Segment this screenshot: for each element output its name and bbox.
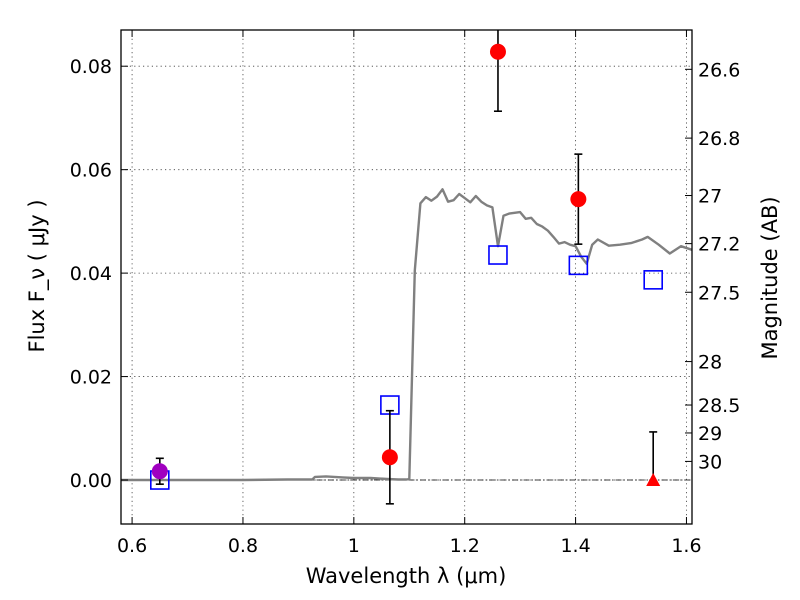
magnitude-tick-label: 28.5 (698, 395, 740, 417)
x-axis-label: Wavelength λ (μm) (306, 564, 507, 588)
magnitude-tick-label: 26.6 (698, 59, 740, 81)
model-band-square (568, 255, 589, 276)
observed-points-group (151, 43, 661, 487)
x-tick-label: 1.6 (671, 535, 701, 557)
x-axis-ticks: 0.6 0.8 1 1.2 1.4 1.6 (117, 30, 702, 557)
magnitude-tick-label: 27 (698, 186, 722, 208)
plot-frame (120, 29, 693, 525)
y-tick-label: 0.04 (70, 263, 112, 285)
upper-limit-triangle (646, 473, 661, 487)
x-tick-label: 1.2 (450, 535, 480, 557)
error-bars-group (155, 30, 658, 505)
x-tick-label: 1.4 (560, 535, 590, 557)
y-tick-label: 0.08 (70, 56, 112, 78)
y-axis-label: Flux F_ν ( μJy ) (25, 199, 50, 352)
magnitude-tick-label: 30 (698, 451, 722, 473)
magnitude-tick-label: 28 (698, 352, 722, 374)
magnitude-axis-ticks: 26.6 26.8 27 27.2 27.5 28 28.5 29 30 (685, 59, 740, 473)
model-band-square (643, 270, 663, 290)
y-tick-label: 0.06 (70, 160, 112, 182)
model-spectrum-group (121, 188, 693, 482)
observed-point (151, 463, 168, 480)
magnitude-tick-label: 26.8 (698, 128, 740, 150)
magnitude-tick-label: 29 (698, 423, 722, 445)
model-band-flux-group (150, 245, 663, 490)
magnitude-tick-label: 27.2 (698, 234, 740, 256)
observed-point (489, 43, 506, 60)
observed-point (381, 449, 398, 466)
x-tick-label: 1 (348, 535, 360, 557)
magnitude-axis-label: Magnitude (AB) (758, 196, 782, 359)
grid-lines (121, 30, 692, 524)
magnitude-tick-label: 27.5 (698, 282, 740, 304)
model-band-square (488, 245, 508, 265)
x-tick-label: 0.8 (228, 535, 258, 557)
observed-point (570, 191, 587, 208)
y-axis-ticks: 0.00 0.02 0.04 0.06 0.08 (70, 56, 128, 492)
y-tick-label: 0.02 (70, 367, 112, 389)
model-spectrum-line (121, 188, 693, 482)
x-tick-label: 0.6 (117, 535, 147, 557)
y-tick-label: 0.00 (70, 470, 112, 492)
